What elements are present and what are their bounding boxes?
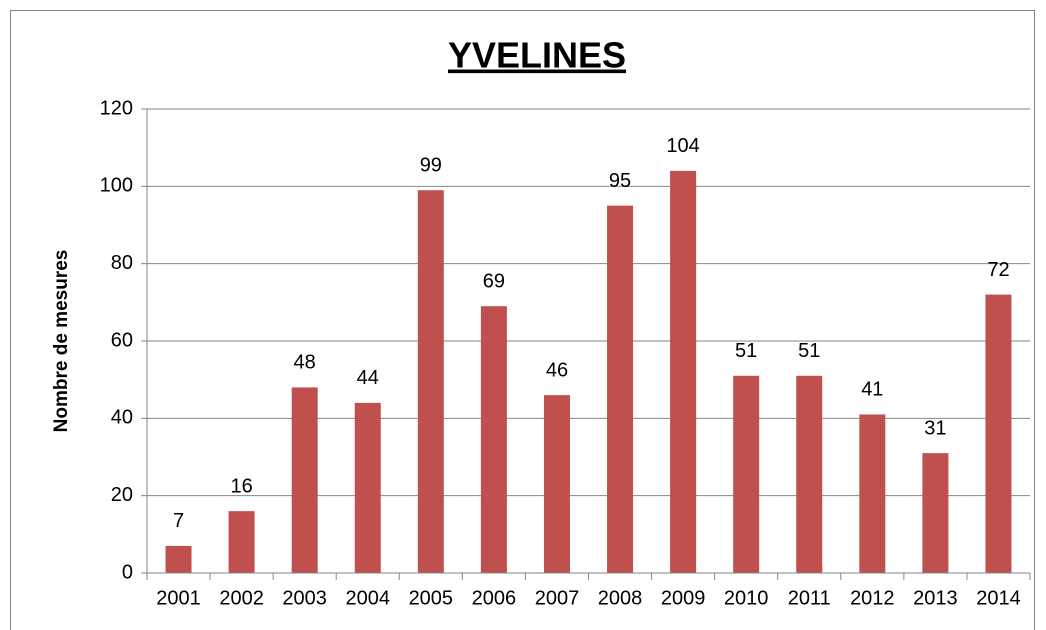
bar: [670, 170, 697, 573]
x-tick-label: 2006: [472, 587, 517, 609]
y-tick-label: 20: [111, 484, 133, 506]
y-tick-label: 120: [100, 97, 133, 119]
y-tick-label: 40: [111, 407, 133, 429]
y-tick-label: 60: [111, 329, 133, 351]
x-tick-label: 2008: [598, 587, 643, 609]
data-label: 69: [483, 270, 505, 292]
data-label: 51: [798, 340, 820, 362]
bar: [733, 375, 760, 573]
chart-title: YVELINES: [448, 35, 626, 76]
data-label: 48: [294, 352, 316, 374]
bar: [228, 511, 255, 573]
y-tick-label: 100: [100, 175, 133, 197]
data-label: 44: [357, 367, 379, 389]
bar: [480, 306, 507, 573]
bar: [607, 205, 634, 573]
x-tick-label: 2003: [282, 587, 327, 609]
x-tick-label: 2007: [535, 587, 580, 609]
x-tick-label: 2004: [346, 587, 391, 609]
data-label: 46: [546, 359, 568, 381]
x-tick-label: 2014: [976, 587, 1021, 609]
bar: [291, 387, 318, 573]
data-label: 51: [735, 340, 757, 362]
data-label: 99: [420, 154, 442, 176]
data-label: 16: [230, 475, 252, 497]
y-tick-label: 0: [122, 561, 133, 583]
bar: [543, 395, 570, 573]
data-label: 95: [609, 170, 631, 192]
x-tick-label: 2009: [661, 587, 706, 609]
x-tick-label: 2013: [913, 587, 958, 609]
y-axis-label: Nombre de mesures: [51, 250, 72, 433]
data-label: 7: [173, 510, 184, 532]
x-tick-label: 2011: [788, 587, 831, 609]
bar: [985, 294, 1012, 573]
y-tick-label: 80: [111, 252, 133, 274]
bar: [165, 545, 192, 573]
data-label: 72: [987, 259, 1009, 281]
x-tick-label: 2012: [850, 587, 895, 609]
x-tick-label: 2001: [156, 587, 201, 609]
data-label: 31: [924, 417, 946, 439]
x-tick-label: 2010: [724, 587, 769, 609]
data-label: 41: [861, 379, 883, 401]
x-tick-label: 2005: [409, 587, 454, 609]
bar: [796, 375, 823, 573]
bar: [922, 453, 949, 573]
x-tick-label: 2002: [219, 587, 264, 609]
bar: [417, 190, 444, 573]
data-label: 104: [666, 135, 699, 157]
bar: [354, 402, 381, 573]
bar: [859, 414, 886, 573]
